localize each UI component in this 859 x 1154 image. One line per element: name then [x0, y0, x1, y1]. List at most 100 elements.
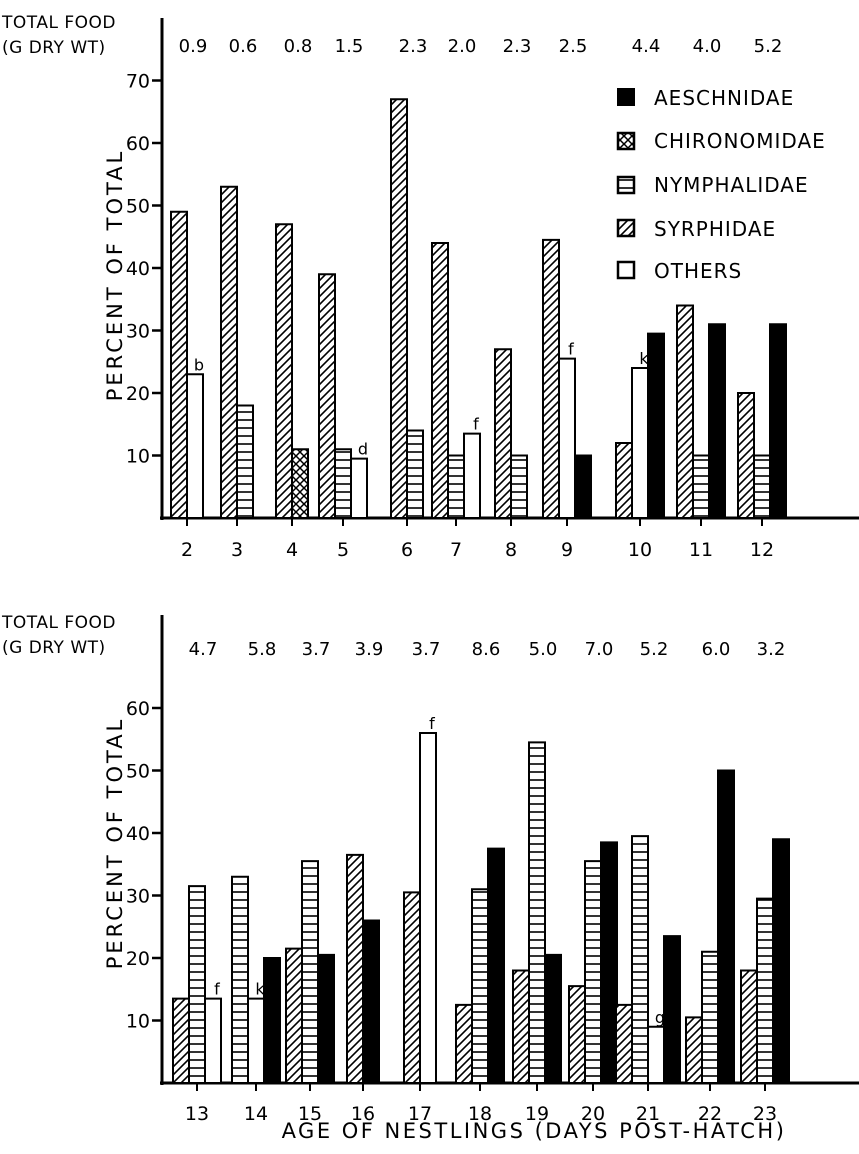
bar-syrphidae-day-10 — [615, 442, 633, 519]
legend-swatch-chironomidae — [616, 131, 636, 151]
bar-aeschnidae-day-20 — [600, 841, 618, 1084]
annotation-others-day-13: f — [214, 980, 220, 999]
annotation-others-day-21: g — [655, 1008, 665, 1027]
bar-syrphidae-day-9 — [542, 238, 560, 519]
x-tick-label: 13 — [185, 1103, 209, 1125]
legend-swatch-others — [616, 260, 636, 280]
bar-syrphidae-day-8 — [494, 348, 512, 519]
x-tick-label: 16 — [351, 1103, 375, 1125]
bar-nymphalidae-day-21 — [631, 835, 649, 1084]
legend-label-syrphidae: SYRPHIDAE — [654, 217, 776, 241]
total-food-value: 5.8 — [248, 639, 277, 660]
total-food-value: 2.3 — [399, 36, 428, 57]
x-tick-label: 2 — [181, 539, 193, 561]
bar-aeschnidae-day-21 — [663, 935, 681, 1084]
x-tick-label: 3 — [231, 539, 243, 561]
legend-label-aeschnidae: AESCHNIDAE — [654, 86, 794, 110]
bar-aeschnidae-day-18 — [487, 847, 505, 1084]
bar-others-day-2 — [186, 373, 204, 519]
bar-aeschnidae-day-22 — [717, 769, 735, 1084]
bar-others-day-9 — [558, 357, 576, 519]
x-tick-label: 6 — [401, 539, 413, 561]
total-food-value: 3.9 — [355, 639, 384, 660]
bar-chironomidae-day-4 — [291, 448, 309, 519]
bar-aeschnidae-day-16 — [362, 919, 380, 1084]
total-food-label-bottom-line2: (G DRY WT) — [2, 638, 106, 658]
annotation-others-day-9: f — [568, 340, 574, 359]
bar-nymphalidae-day-14 — [231, 875, 249, 1084]
total-food-value: 5.0 — [529, 639, 558, 660]
y-tick-label: 20 — [126, 383, 150, 405]
bar-aeschnidae-day-23 — [772, 838, 790, 1084]
x-tick-label: 12 — [750, 539, 774, 561]
total-food-value: 5.2 — [754, 36, 783, 57]
bar-others-day-13 — [204, 997, 222, 1084]
y-tick-label: 30 — [126, 886, 150, 908]
bar-syrphidae-day-11 — [676, 304, 694, 519]
y-tick-label: 60 — [126, 133, 150, 155]
bar-nymphalidae-day-11 — [692, 454, 710, 519]
x-tick-label: 22 — [698, 1103, 722, 1125]
bar-syrphidae-day-19 — [512, 969, 530, 1084]
bar-others-day-10 — [631, 367, 649, 519]
bar-others-day-17 — [419, 732, 437, 1084]
legend-label-chironomidae: CHIRONOMIDAE — [654, 129, 826, 153]
total-food-value: 2.3 — [503, 36, 532, 57]
total-food-value: 5.2 — [640, 639, 669, 660]
bar-nymphalidae-day-6 — [406, 429, 424, 519]
x-tick-label: 21 — [636, 1103, 660, 1125]
bar-others-day-14 — [247, 997, 265, 1084]
bar-nymphalidae-day-19 — [528, 741, 546, 1084]
x-tick-label: 11 — [689, 539, 713, 561]
annotation-others-day-14: k — [255, 980, 265, 999]
chart-panel-top: 10 20 30 40 50 60 70 b 2 0.9 3 0.6 4 0.8 d 5 1.5 6 2.3 f 7 2.… — [126, 18, 859, 561]
bar-aeschnidae-day-15 — [317, 953, 335, 1084]
y-axis-title-bottom: PERCENT OF TOTAL — [103, 717, 127, 970]
annotation-others-day-2: b — [194, 355, 204, 374]
total-food-value: 7.0 — [585, 639, 614, 660]
total-food-value: 3.2 — [757, 639, 786, 660]
total-food-value: 4.0 — [693, 36, 722, 57]
x-tick-label: 8 — [505, 539, 517, 561]
chart-panel-bottom: 10 20 30 40 50 60 f 13 4.7 k 14 5.8 15 3.7 16 3.9 f 17 3.7… — [126, 615, 859, 1125]
total-food-value: 0.9 — [179, 36, 208, 57]
x-tick-label: 15 — [298, 1103, 322, 1125]
y-tick-label: 60 — [126, 698, 150, 720]
bar-nymphalidae-day-20 — [584, 860, 602, 1084]
total-food-value: 0.6 — [229, 36, 258, 57]
total-food-label-top-line1: TOTAL FOOD — [1, 13, 116, 33]
legend: AESCHNIDAE CHIRONOMIDAE NYMPHALIDAE SYRP… — [616, 86, 826, 283]
bar-syrphidae-day-16 — [346, 853, 364, 1084]
bar-others-day-7 — [463, 432, 481, 519]
x-tick-label: 18 — [468, 1103, 492, 1125]
legend-swatch-syrphidae — [616, 218, 636, 238]
y-tick-label: 40 — [126, 823, 150, 845]
bar-nymphalidae-day-22 — [701, 950, 719, 1084]
y-tick-label: 10 — [126, 1011, 150, 1033]
y-tick-label: 70 — [126, 71, 150, 93]
bar-nymphalidae-day-12 — [753, 454, 771, 519]
legend-swatch-nymphalidae — [616, 175, 636, 195]
bar-syrphidae-day-4 — [275, 223, 293, 519]
bar-nymphalidae-day-13 — [188, 885, 206, 1084]
bar-aeschnidae-day-12 — [769, 323, 787, 519]
x-tick-label: 20 — [581, 1103, 605, 1125]
bar-others-day-21 — [647, 1025, 665, 1084]
total-food-label-top-line2: (G DRY WT) — [2, 38, 106, 58]
bar-aeschnidae-day-10 — [647, 332, 665, 519]
legend-label-nymphalidae: NYMPHALIDAE — [654, 173, 809, 197]
bar-others-day-5 — [350, 457, 368, 519]
y-tick-label: 40 — [126, 258, 150, 280]
x-tick-label: 23 — [753, 1103, 777, 1125]
total-food-value: 2.0 — [448, 36, 477, 57]
bar-aeschnidae-day-11 — [708, 323, 726, 519]
bar-syrphidae-day-22 — [685, 1016, 703, 1084]
bar-syrphidae-day-2 — [170, 210, 188, 519]
legend-label-others: OTHERS — [654, 259, 742, 283]
x-tick-label: 7 — [450, 539, 462, 561]
x-axis-title: AGE OF NESTLINGS (DAYS POST-HATCH) — [282, 1119, 787, 1143]
total-food-value: 8.6 — [472, 639, 501, 660]
bar-syrphidae-day-20 — [568, 985, 586, 1084]
y-tick-label: 30 — [126, 321, 150, 343]
bar-syrphidae-day-7 — [431, 242, 449, 519]
